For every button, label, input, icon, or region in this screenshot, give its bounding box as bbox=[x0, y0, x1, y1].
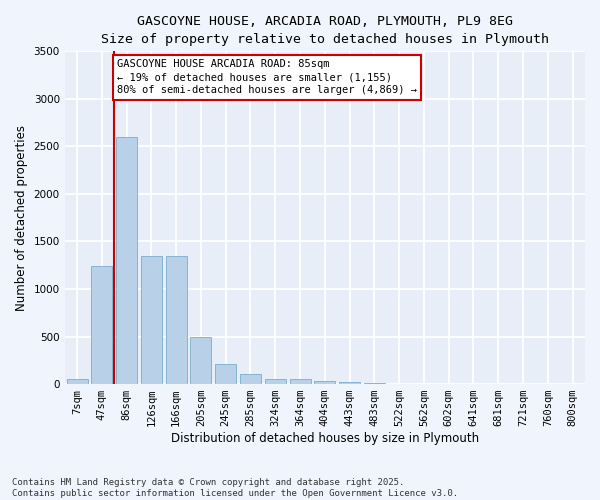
Bar bbox=[91, 266, 112, 384]
Bar bbox=[339, 382, 360, 384]
Bar bbox=[141, 256, 162, 384]
Bar bbox=[116, 137, 137, 384]
Text: Contains HM Land Registry data © Crown copyright and database right 2025.
Contai: Contains HM Land Registry data © Crown c… bbox=[12, 478, 458, 498]
Bar bbox=[190, 336, 211, 384]
Bar bbox=[166, 256, 187, 384]
Bar bbox=[240, 374, 261, 384]
Bar bbox=[314, 381, 335, 384]
Y-axis label: Number of detached properties: Number of detached properties bbox=[15, 124, 28, 310]
Bar bbox=[215, 364, 236, 384]
Bar bbox=[67, 380, 88, 384]
Bar bbox=[364, 383, 385, 384]
Title: GASCOYNE HOUSE, ARCADIA ROAD, PLYMOUTH, PL9 8EG
Size of property relative to det: GASCOYNE HOUSE, ARCADIA ROAD, PLYMOUTH, … bbox=[101, 15, 549, 46]
Text: GASCOYNE HOUSE ARCADIA ROAD: 85sqm
← 19% of detached houses are smaller (1,155)
: GASCOYNE HOUSE ARCADIA ROAD: 85sqm ← 19%… bbox=[117, 59, 417, 96]
Bar bbox=[290, 380, 311, 384]
Bar bbox=[265, 380, 286, 384]
X-axis label: Distribution of detached houses by size in Plymouth: Distribution of detached houses by size … bbox=[171, 432, 479, 445]
